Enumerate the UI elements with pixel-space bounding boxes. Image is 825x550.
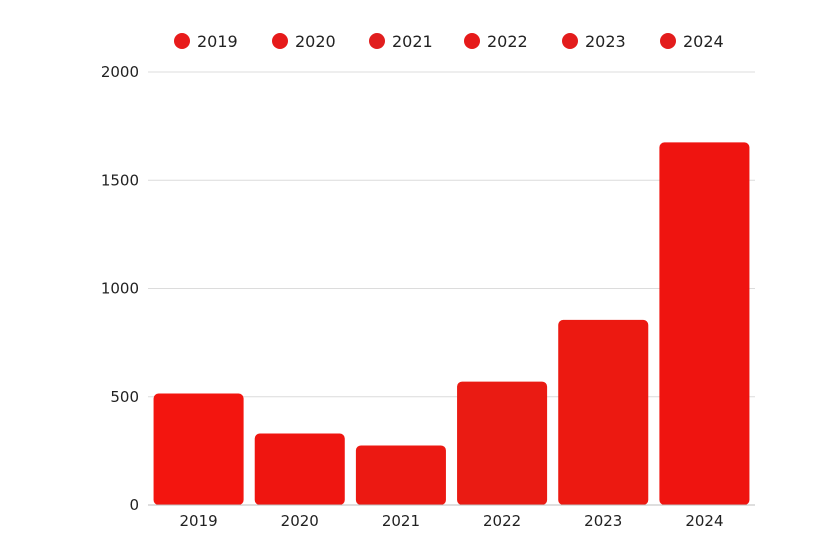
x-tick-label: 2023 [584, 512, 622, 530]
x-tick-label: 2020 [281, 512, 319, 530]
y-tick-label: 0 [129, 496, 139, 514]
legend-label: 2022 [487, 32, 528, 51]
bar-2024[interactable] [659, 142, 750, 506]
bar-2020[interactable] [254, 433, 345, 505]
x-axis: 2019 2020 2021 2022 2023 2024 [179, 512, 723, 530]
legend: 2019 2020 2021 2022 2023 2024 [174, 32, 724, 51]
y-tick-label: 1000 [101, 280, 139, 298]
legend-item-2023[interactable]: 2023 [562, 32, 626, 51]
legend-item-2021[interactable]: 2021 [369, 32, 433, 51]
bar-2019[interactable] [153, 393, 244, 505]
legend-swatch [174, 33, 190, 49]
legend-label: 2020 [295, 32, 336, 51]
y-axis: 0 500 1000 1500 2000 [101, 63, 139, 514]
legend-item-2020[interactable]: 2020 [272, 32, 336, 51]
x-tick-label: 2021 [382, 512, 420, 530]
bar-2023[interactable] [558, 319, 649, 505]
legend-item-2019[interactable]: 2019 [174, 32, 238, 51]
legend-item-2022[interactable]: 2022 [464, 32, 528, 51]
x-tick-label: 2024 [685, 512, 723, 530]
legend-swatch [369, 33, 385, 49]
legend-swatch [464, 33, 480, 49]
bars [153, 142, 750, 506]
legend-item-2024[interactable]: 2024 [660, 32, 724, 51]
gridlines [148, 71, 755, 398]
legend-label: 2024 [683, 32, 724, 51]
legend-label: 2021 [392, 32, 433, 51]
bar-2021[interactable] [355, 445, 446, 505]
legend-swatch [562, 33, 578, 49]
legend-label: 2019 [197, 32, 238, 51]
x-tick-label: 2019 [179, 512, 217, 530]
legend-swatch [272, 33, 288, 49]
y-tick-label: 2000 [101, 63, 139, 81]
bar-2022[interactable] [457, 381, 548, 505]
y-tick-label: 1500 [101, 171, 139, 189]
y-tick-label: 500 [110, 388, 139, 406]
x-tick-label: 2022 [483, 512, 521, 530]
legend-swatch [660, 33, 676, 49]
legend-label: 2023 [585, 32, 626, 51]
